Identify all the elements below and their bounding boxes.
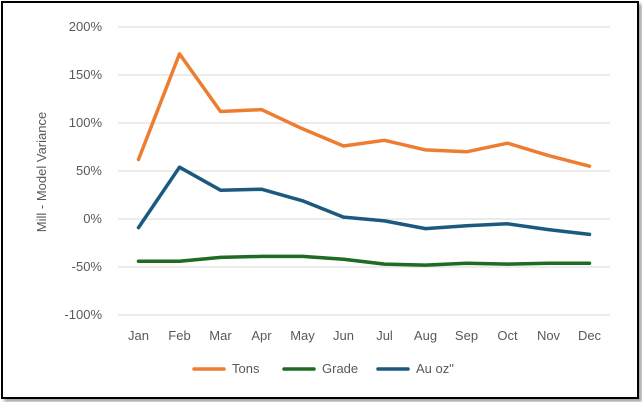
x-tick-label: Apr	[251, 328, 272, 343]
x-tick-label: Jun	[333, 328, 354, 343]
series-lines	[136, 52, 592, 267]
x-tick-label: Dec	[578, 328, 602, 343]
y-tick-label: -50%	[72, 259, 103, 274]
legend-label: Au oz"	[416, 361, 454, 376]
x-tick-label: Jan	[128, 328, 149, 343]
series-line-tons	[136, 52, 592, 168]
y-tick-label: 0%	[83, 211, 102, 226]
x-tick-label: Aug	[414, 328, 437, 343]
x-tick-label: Sep	[455, 328, 478, 343]
y-tick-label: 150%	[69, 67, 103, 82]
x-tick-label: Feb	[168, 328, 190, 343]
series-line-grade	[136, 254, 592, 267]
legend: Tons Grade Au oz"	[192, 361, 454, 376]
x-tick-labels: Jan Feb Mar Apr May Jun Jul Aug Sep Oct Nov Dec	[128, 328, 602, 343]
y-tick-labels: 200% 150% 100% 50% 0% -50% -100%	[64, 19, 102, 322]
x-tick-label: Nov	[537, 328, 561, 343]
y-tick-label: 50%	[76, 163, 102, 178]
x-tick-label: Oct	[497, 328, 518, 343]
y-tick-label: 100%	[69, 115, 103, 130]
y-tick-label: 200%	[69, 19, 103, 34]
y-tick-label: -100%	[64, 307, 102, 322]
x-tick-label: Jul	[376, 328, 393, 343]
legend-label: Tons	[232, 361, 260, 376]
x-tick-label: Mar	[209, 328, 232, 343]
legend-label: Grade	[322, 361, 358, 376]
series-line-auoz	[136, 165, 592, 237]
x-tick-label: May	[290, 328, 315, 343]
y-axis-label: Mill - Model Variance	[34, 112, 49, 232]
